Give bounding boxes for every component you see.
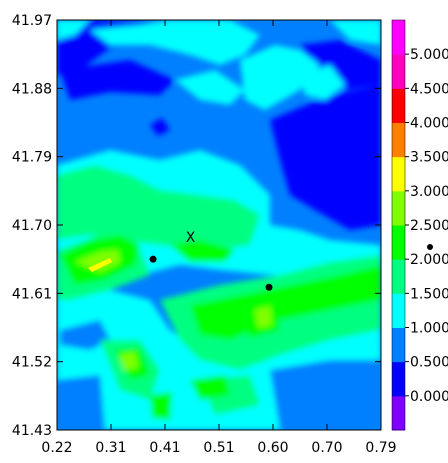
y-tick-label: 41.61 (12, 286, 52, 302)
colorbar-label: 1.500 (410, 286, 448, 302)
y-tick-label: 41.52 (12, 355, 52, 371)
x-tick-label: 0.22 (41, 440, 72, 456)
colorbar-swatch (392, 190, 405, 226)
colorbar-swatch (392, 88, 405, 123)
colorbar-label: 3.000 (410, 184, 448, 200)
x-tick-label: 0.51 (203, 440, 234, 456)
y-tick-label: 41.43 (12, 423, 52, 439)
colorbar-swatch (392, 122, 405, 158)
contour-field (57, 20, 381, 430)
colorbar-swatch (392, 327, 405, 363)
x-tick-label: 0.31 (95, 440, 126, 456)
colorbar-label: 5.000 (410, 47, 448, 63)
x-tick-label: 0.79 (365, 440, 396, 456)
colorbar-label: 2.000 (410, 252, 448, 268)
colorbar-swatch (392, 395, 405, 431)
y-axis: 41.43 41.52 41.61 41.70 41.79 41.88 41.97 (12, 13, 381, 439)
station-point (265, 283, 273, 291)
colorbar-swatch (392, 361, 405, 397)
x-tick-label: 0.70 (311, 440, 342, 456)
colorbar-swatch (392, 293, 405, 328)
colorbar-swatch (392, 20, 405, 55)
colorbar-swatch (392, 54, 405, 89)
colorbar-swatch (392, 259, 405, 294)
colorbar: 0.000 0.500 1.000 1.500 2.000 2.500 3.000 3.500… (391, 19, 448, 431)
colorbar-label: 4.000 (410, 116, 448, 132)
x-tick-label: 0.60 (257, 440, 288, 456)
marker-x-label: X (186, 230, 196, 246)
colorbar-swatch (392, 225, 405, 260)
legend-point-marker (427, 244, 433, 250)
colorbar-label: 4.500 (410, 81, 448, 97)
y-tick-label: 41.70 (12, 218, 52, 234)
colorbar-label: 0.000 (410, 389, 448, 405)
y-tick-label: 41.97 (12, 13, 52, 29)
x-axis: 0.22 0.31 0.41 0.51 0.60 0.70 0.79 (41, 20, 397, 456)
y-tick-label: 41.79 (12, 150, 52, 166)
station-points (149, 255, 273, 291)
colorbar-label: 2.500 (410, 218, 448, 234)
x-tick-label: 0.41 (149, 440, 180, 456)
station-point (149, 255, 157, 263)
colorbar-swatch (392, 156, 405, 192)
colorbar-label: 3.500 (410, 150, 448, 166)
colorbar-label: 0.500 (410, 355, 448, 371)
y-tick-label: 41.88 (12, 81, 52, 97)
colorbar-label: 1.000 (410, 321, 448, 337)
